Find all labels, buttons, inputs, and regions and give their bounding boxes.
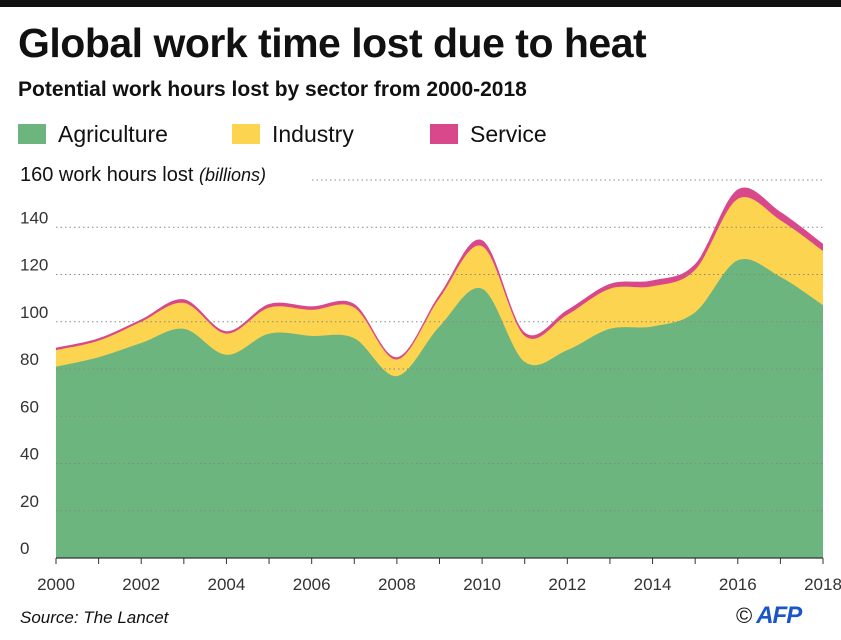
y-axis-label-unit: (billions) [198,165,267,185]
area-agriculture [56,258,823,558]
credit: © AFP [736,602,802,630]
x-tick-2012: 2012 [548,575,586,594]
y-tick-40: 40 [20,445,39,464]
y-axis-label-main: 160 work hours lost [20,164,194,186]
x-tick-2016: 2016 [719,575,757,594]
legend: Agriculture Industry Service [18,119,818,149]
legend-item-agriculture: Agriculture [18,119,168,149]
y-tick-140: 140 [20,208,48,227]
x-tick-2004: 2004 [208,575,246,594]
legend-swatch-service [430,124,458,144]
chart-subtitle: Potential work hours lost by sector from… [18,78,527,101]
x-tick-2014: 2014 [634,575,672,594]
legend-label-industry: Industry [272,120,354,147]
chart-title: Global work time lost due to heat [18,20,647,66]
x-tick-2006: 2006 [293,575,331,594]
y-tick-120: 120 [20,256,48,275]
legend-item-industry: Industry [232,119,354,149]
x-tick-2010: 2010 [463,575,501,594]
legend-swatch-industry [232,124,260,144]
x-tick-2002: 2002 [122,575,160,594]
y-axis-label: 160 work hours lost (billions) [20,164,266,187]
y-tick-20: 20 [20,492,39,511]
x-tick-2008: 2008 [378,575,416,594]
copyright-symbol: © [736,603,753,628]
y-tick-0: 0 [20,539,29,558]
y-tick-80: 80 [20,350,39,369]
legend-label-service: Service [470,120,547,147]
legend-label-agriculture: Agriculture [58,120,168,147]
top-rule [0,0,841,7]
y-tick-100: 100 [20,303,48,322]
x-tick-2018: 2018 [804,575,841,594]
legend-swatch-agriculture [18,124,46,144]
legend-item-service: Service [430,119,547,149]
y-tick-60: 60 [20,397,39,416]
source-note: Source: The Lancet [20,608,169,627]
afp-logo: AFP [756,602,802,629]
x-tick-2000: 2000 [37,575,75,594]
